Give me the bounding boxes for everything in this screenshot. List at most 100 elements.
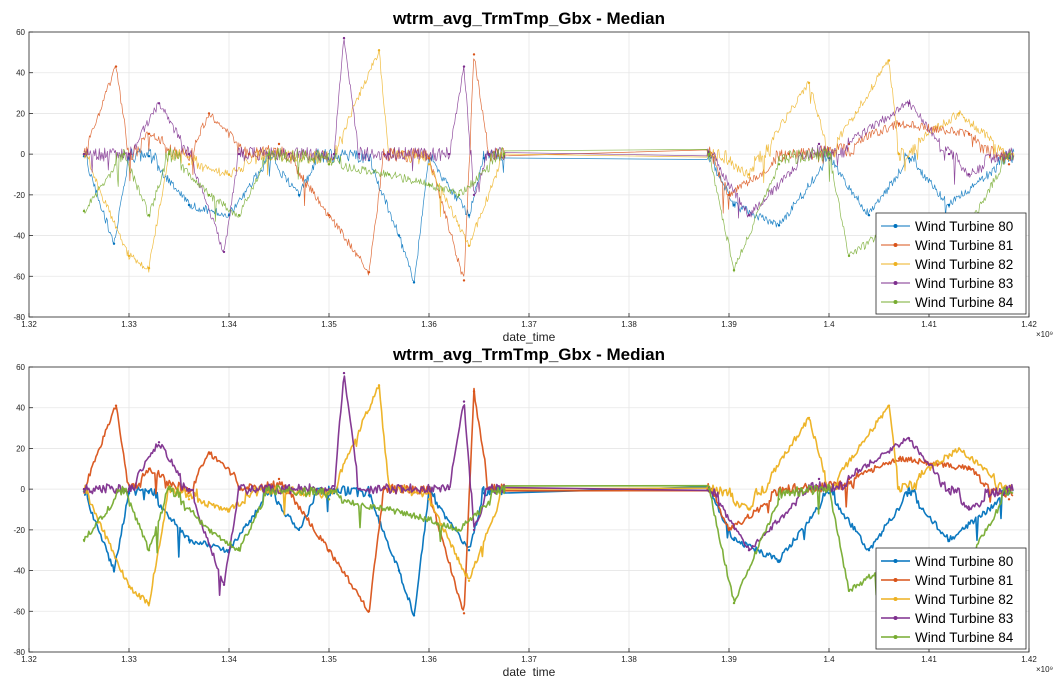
data-point xyxy=(457,193,461,197)
data-point xyxy=(397,234,401,237)
data-point xyxy=(887,404,891,407)
data-point xyxy=(907,437,911,440)
x-tick-label: 1.34 xyxy=(221,655,237,664)
legend-marker xyxy=(893,578,898,582)
data-point xyxy=(114,65,118,68)
data-point xyxy=(732,269,736,272)
data-point xyxy=(427,518,431,521)
data-point xyxy=(957,447,961,450)
data-point xyxy=(482,157,486,160)
x-tick-label: 1.39 xyxy=(721,655,737,664)
data-point xyxy=(387,173,391,176)
data-point xyxy=(367,494,371,497)
data-point xyxy=(967,508,971,511)
data-point xyxy=(114,404,118,407)
data-point xyxy=(777,559,781,562)
series-line-wind-turbine-80 xyxy=(83,147,1015,284)
data-point xyxy=(467,244,471,247)
data-point xyxy=(222,250,226,254)
x-axis-label: date_time xyxy=(503,330,556,344)
data-point xyxy=(727,193,731,197)
series-line-wind-turbine-82 xyxy=(83,49,1015,273)
data-point xyxy=(147,132,151,135)
legend-marker xyxy=(893,281,898,285)
data-point xyxy=(887,59,891,62)
data-point xyxy=(147,601,151,605)
data-point xyxy=(157,102,161,105)
data-point xyxy=(502,487,506,491)
y-tick-label: -40 xyxy=(13,232,25,241)
data-point xyxy=(462,400,466,403)
y-tick-label: -20 xyxy=(13,526,25,535)
data-point xyxy=(467,549,471,552)
x-tick-label: 1.34 xyxy=(221,320,237,329)
y-tick-label: -60 xyxy=(13,272,25,281)
data-point xyxy=(897,152,901,156)
data-point xyxy=(427,183,431,186)
data-point xyxy=(807,416,811,420)
y-tick-label: 60 xyxy=(16,363,25,372)
data-point xyxy=(387,487,391,491)
legend-entry: Wind Turbine 84 xyxy=(915,630,1014,645)
x-tick-label: 1.39 xyxy=(721,320,737,329)
data-point xyxy=(147,266,151,270)
y-tick-label: 0 xyxy=(21,150,26,159)
data-point xyxy=(867,214,871,217)
data-point xyxy=(807,81,811,85)
legend: Wind Turbine 80 Wind Turbine 81 Wind Turbi… xyxy=(875,212,1027,315)
legend-marker xyxy=(893,262,898,266)
data-point xyxy=(747,173,751,176)
data-point xyxy=(187,163,191,166)
x-tick-label: 1.38 xyxy=(621,655,637,664)
data-point xyxy=(297,528,301,532)
data-point xyxy=(127,487,131,491)
x-tick-label: 1.42 xyxy=(1021,320,1037,329)
data-point xyxy=(287,152,291,156)
data-point xyxy=(817,477,821,481)
data-point xyxy=(947,487,951,491)
x-tick-label: 1.42 xyxy=(1021,655,1037,664)
data-point xyxy=(187,487,191,491)
data-point xyxy=(707,152,711,156)
y-tick-label: 40 xyxy=(16,404,25,413)
series-line-wind-turbine-80 xyxy=(84,485,1014,617)
data-point xyxy=(947,203,951,207)
data-point xyxy=(777,163,781,166)
data-point xyxy=(732,601,736,605)
x-tick-label: 1.32 xyxy=(21,320,37,329)
data-point xyxy=(847,589,851,593)
data-point xyxy=(502,152,506,156)
data-point xyxy=(127,152,131,156)
legend-entry: Wind Turbine 84 xyxy=(915,295,1014,310)
y-tick-label: 20 xyxy=(16,444,25,453)
x-tick-label: 1.41 xyxy=(921,320,937,329)
legend-entry: Wind Turbine 83 xyxy=(915,611,1013,626)
series-line-wind-turbine-81 xyxy=(83,387,1014,613)
data-point xyxy=(187,203,191,207)
data-point xyxy=(267,152,271,156)
data-point xyxy=(1007,163,1011,166)
data-point xyxy=(467,579,471,582)
x-tick-label: 1.4 xyxy=(823,655,835,664)
y-tick-label: -80 xyxy=(13,313,25,322)
data-point xyxy=(207,112,211,115)
data-point xyxy=(237,487,241,491)
data-point xyxy=(222,583,226,586)
data-point xyxy=(967,132,971,135)
data-point xyxy=(487,152,491,156)
data-point xyxy=(82,152,86,156)
series-line-wind-turbine-83 xyxy=(83,375,1014,596)
legend-entry: Wind Turbine 80 xyxy=(915,219,1013,234)
data-point xyxy=(412,281,416,284)
data-point xyxy=(387,508,391,511)
x-tick-label: 1.33 xyxy=(121,655,137,664)
legend-entry: Wind Turbine 81 xyxy=(915,238,1013,253)
data-point xyxy=(147,467,151,470)
data-point xyxy=(447,152,451,156)
data-point xyxy=(707,487,711,491)
x-exponent-label: ×10⁹ xyxy=(1036,330,1053,339)
data-point xyxy=(357,487,361,491)
data-point xyxy=(847,254,851,258)
data-point xyxy=(427,498,431,501)
